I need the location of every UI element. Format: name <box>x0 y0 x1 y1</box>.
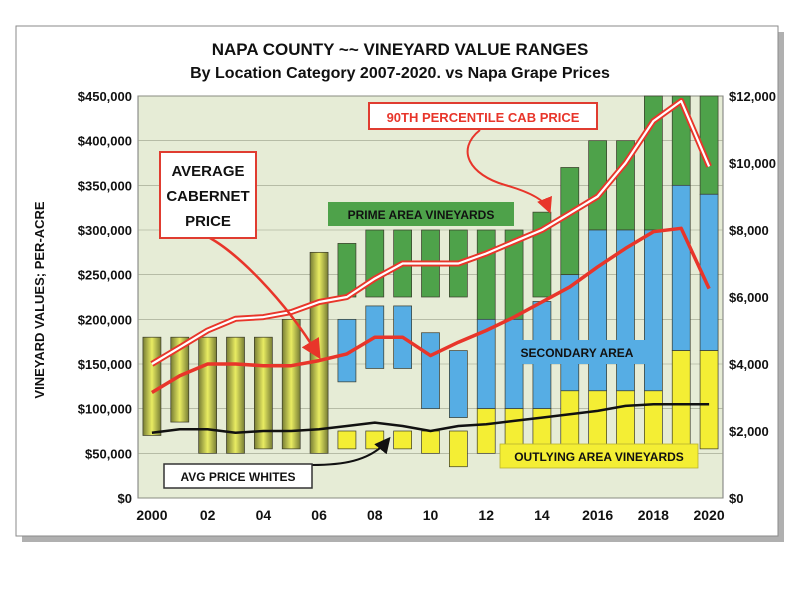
bar-early-2002 <box>198 336 217 454</box>
y2-tick-label-0: $0 <box>729 491 743 506</box>
pct90-label: 90TH PERCENTILE CAB PRICE <box>387 110 580 125</box>
bar-outlying-2007 <box>337 430 357 450</box>
y2-tick-label-5: $10,000 <box>729 156 776 171</box>
line-average-cabernet <box>150 226 711 394</box>
y2-tick-label-1: $2,000 <box>729 424 769 439</box>
bar-outlying-2015 <box>560 390 580 450</box>
y-tick-label-0: $0 <box>118 491 132 506</box>
outlying-label: OUTLYING AREA VINEYARDS <box>514 450 684 464</box>
avg-cab-label-line1: AVERAGE <box>171 163 244 180</box>
bar-early-2003 <box>226 336 245 454</box>
y-axis-label: VINEYARD VALUES; PER-ACRE <box>32 201 47 399</box>
avg-cab-callout: AVERAGE CABERNET PRICE <box>159 151 321 360</box>
bar-outlying-2020 <box>699 350 719 450</box>
bar-secondary-2016 <box>588 229 607 392</box>
whites-callout: AVG PRICE WHITES <box>163 436 391 489</box>
bar-prime-2008 <box>365 229 385 298</box>
bar-prime-2007 <box>337 243 357 298</box>
x-tick-label-0: 2000 <box>136 507 167 523</box>
bar-outlying-2009 <box>393 430 412 450</box>
bar-outlying-2017 <box>616 390 635 450</box>
avg-cab-label-line3: PRICE <box>185 213 231 230</box>
x-tick-label-1: 02 <box>200 507 216 523</box>
bar-secondary-2011 <box>449 350 468 418</box>
y-tick-label-8: $400,000 <box>78 134 132 149</box>
x-tick-label-3: 06 <box>311 507 327 523</box>
chart-subtitle: By Location Category 2007-2020. vs Napa … <box>190 65 610 82</box>
bar-outlying-2016 <box>588 390 607 450</box>
bar-outlying-2018 <box>644 390 663 450</box>
bar-early-2005 <box>281 318 301 450</box>
bar-secondary-2010 <box>421 332 440 410</box>
y2-tick-label-3: $6,000 <box>729 290 769 305</box>
avg-cab-label-line2: CABERNET <box>166 188 249 205</box>
y-tick-label-9: $450,000 <box>78 89 132 104</box>
bar-prime-2015 <box>560 167 580 276</box>
bar-outlying-2012 <box>476 408 496 454</box>
secondary-label-box: SECONDARY AREA <box>508 340 646 364</box>
bar-early-2000 <box>142 336 162 436</box>
line-avg-whites <box>151 402 710 434</box>
x-tick-label-8: 2016 <box>582 507 613 523</box>
bar-outlying-2010 <box>421 430 440 454</box>
pct90-callout: 90TH PERCENTILE CAB PRICE <box>368 102 598 214</box>
x-tick-label-6: 12 <box>478 507 494 523</box>
bar-outlying-2011 <box>449 430 468 468</box>
chart-title: NAPA COUNTY ~~ VINEYARD VALUE RANGES <box>212 40 589 59</box>
bar-early-2006 <box>309 251 329 454</box>
y-tick-label-6: $300,000 <box>78 223 132 238</box>
axes: $0 $50,000 $100,000 $150,000 $200,000 $250,00… <box>78 89 776 523</box>
outlying-label-box: OUTLYING AREA VINEYARDS <box>499 443 699 469</box>
x-tick-label-10: 2020 <box>693 507 724 523</box>
x-tick-label-4: 08 <box>367 507 383 523</box>
y-tick-label-4: $200,000 <box>78 312 132 327</box>
x-tick-label-9: 2018 <box>638 507 669 523</box>
x-tick-label-7: 14 <box>534 507 550 523</box>
whites-label: AVG PRICE WHITES <box>180 470 295 484</box>
y-tick-label-7: $350,000 <box>78 178 132 193</box>
x-tick-label-2: 04 <box>256 507 272 523</box>
y-tick-label-3: $150,000 <box>78 357 132 372</box>
bar-outlying-2019 <box>671 350 691 450</box>
bar-secondary-2007 <box>337 318 357 383</box>
y-tick-label-2: $100,000 <box>78 402 132 417</box>
bar-outlying-2014 <box>532 408 552 450</box>
y-tick-label-1: $50,000 <box>85 446 132 461</box>
bar-secondary-2018 <box>644 229 663 392</box>
prime-label: PRIME AREA VINEYARDS <box>348 208 495 222</box>
y2-tick-label-2: $4,000 <box>729 357 769 372</box>
bar-secondary-2019 <box>671 184 691 351</box>
y2-tick-label-6: $12,000 <box>729 89 776 104</box>
x-tick-label-5: 10 <box>423 507 439 523</box>
bar-prime-2012 <box>476 229 496 320</box>
line-layer <box>150 98 712 434</box>
line-90th-percentile-cab <box>151 99 711 365</box>
y-tick-label-5: $250,000 <box>78 268 132 283</box>
prime-label-box: PRIME AREA VINEYARDS <box>328 202 514 226</box>
secondary-label: SECONDARY AREA <box>521 346 634 360</box>
y2-tick-label-4: $8,000 <box>729 223 769 238</box>
